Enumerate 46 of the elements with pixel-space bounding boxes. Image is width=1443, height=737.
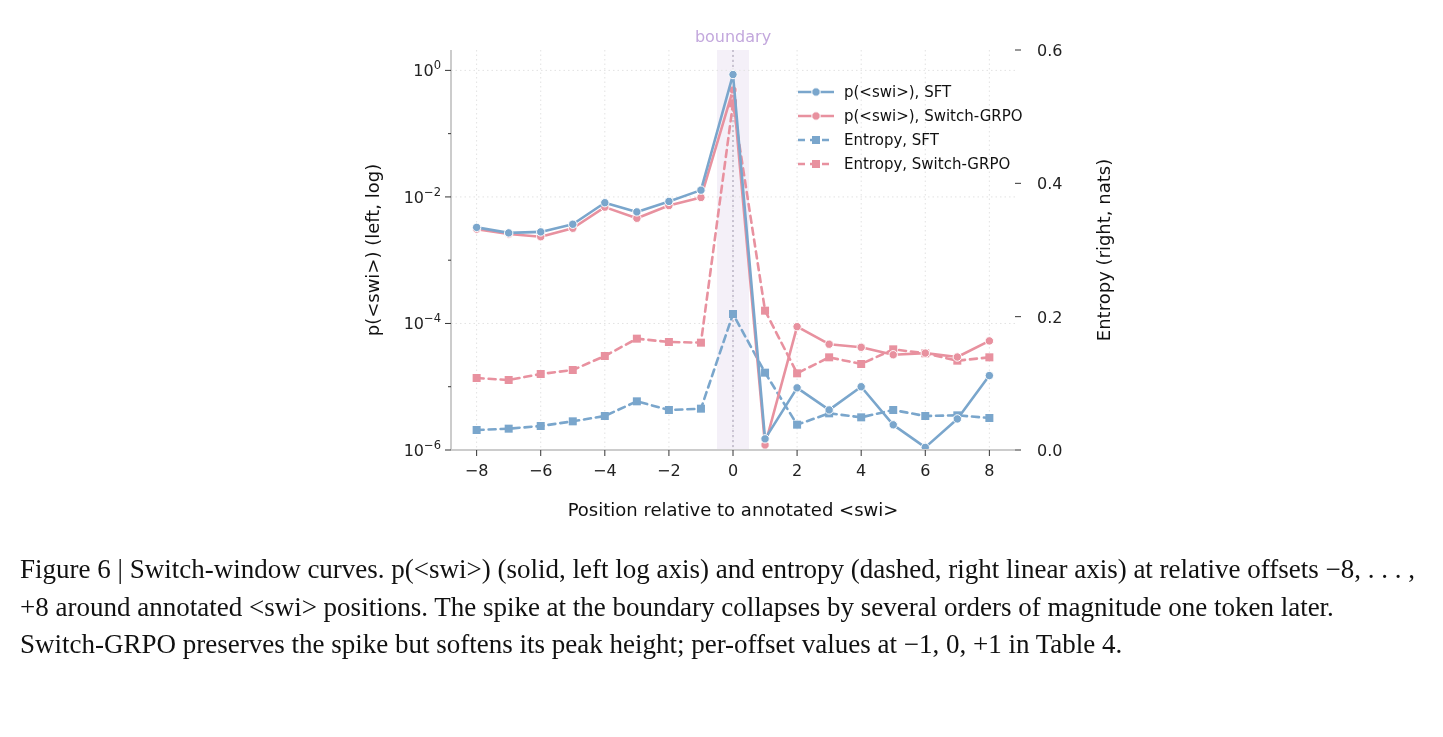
point (792, 321, 802, 332)
legend-label: Entropy, Switch-GRPO (844, 155, 1011, 173)
x-tick-label: −2 (657, 461, 681, 480)
legend-label: p(<swi>), SFT (844, 83, 953, 101)
point (984, 370, 995, 381)
band-label: boundary (694, 27, 772, 46)
y-tick-label: 10$^{−4}$ (403, 311, 441, 334)
point (888, 350, 898, 360)
y-tick-label: 10$^{0}$ (413, 58, 441, 81)
x-tick-label: 0 (727, 461, 739, 480)
point (888, 420, 898, 430)
x-tick-label: 4 (856, 461, 867, 480)
point (664, 196, 674, 207)
point (952, 414, 963, 424)
y2-tick-label: 0.6 (1037, 41, 1063, 60)
point (536, 227, 546, 237)
point (728, 69, 738, 80)
caption: Figure 6 | Switch-window curves. p(<swi>) (solid, left log axis) and entropy (dashed, right linear axis) at relative offsets −8, . . . , +8 around annotated <swi> positions. The spike at the boundary collapses by several orders of magnitude one token later. Switch-GRPO preserves the spike but softens its peak height; per-offset values at −1, 0, +1 in Table 4. (20, 554, 1416, 659)
legend-label: p(<swi>), Switch-GRPO (844, 107, 1023, 125)
y2-tick-label: 0.2 (1037, 307, 1063, 327)
point (856, 342, 866, 352)
x-tick-label: 8 (984, 461, 995, 480)
point (824, 405, 834, 415)
y2-tick-label: 0.4 (1037, 174, 1063, 194)
point (984, 336, 995, 346)
x-tick-label: 2 (792, 461, 803, 480)
x-tick-label: 6 (920, 461, 931, 480)
legend-label: Entropy, SFT (844, 131, 940, 149)
x-tick-label: −8 (464, 461, 489, 480)
point (632, 207, 642, 217)
point (760, 434, 770, 444)
x-tick-label: −6 (528, 461, 553, 480)
point (952, 352, 963, 362)
point (568, 219, 578, 229)
y-tick-label: 10$^{−2}$ (403, 184, 441, 207)
y2-axis-title: Entropy (right, nats) (1093, 158, 1114, 342)
point (600, 198, 610, 208)
x-axis-title: Position relative to annotated <swi> (567, 499, 899, 520)
point (824, 339, 834, 349)
y-tick-label: 10$^{−6}$ (403, 438, 441, 460)
x-tick-label: −4 (593, 461, 617, 480)
point (856, 382, 866, 392)
point (696, 185, 706, 195)
y2-tick-label: 0.0 (1037, 441, 1063, 460)
y-axis-title: p(<swi>) (left, log) (362, 163, 383, 337)
point (792, 383, 802, 393)
